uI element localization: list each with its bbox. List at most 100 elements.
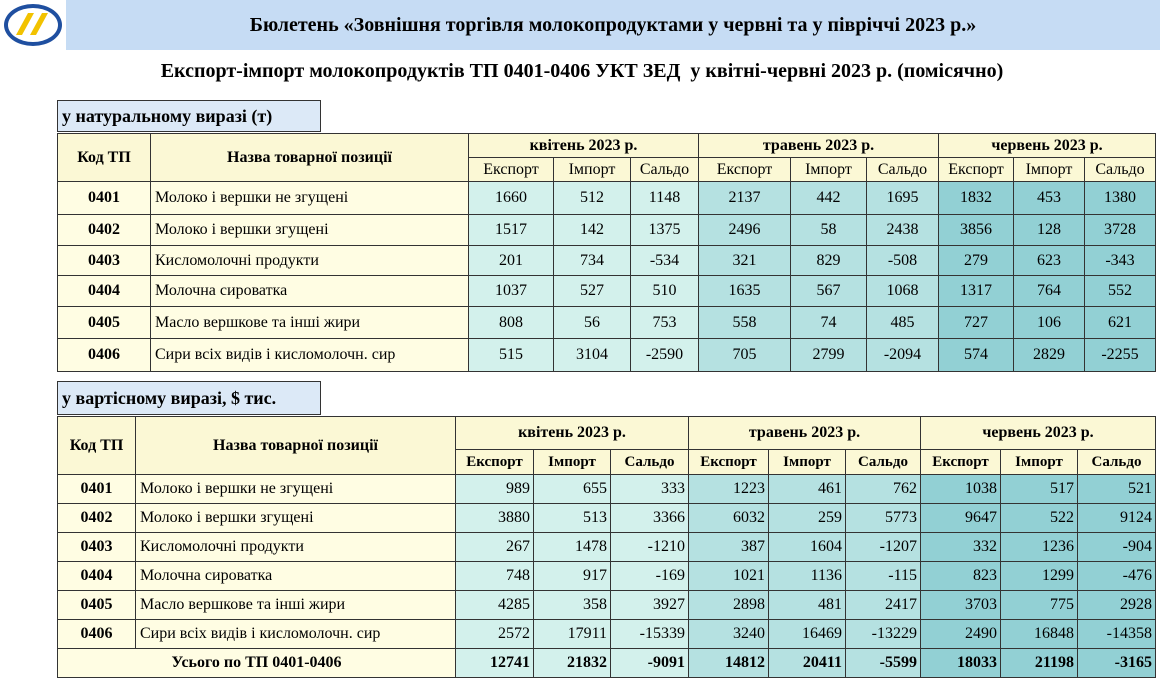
value-cell: 522 [1000, 503, 1078, 533]
total-label: Усього по ТП 0401-0406 [57, 648, 456, 678]
code-cell: 0405 [57, 590, 136, 620]
value-cell: 621 [1084, 306, 1156, 339]
value-cell: 558 [698, 306, 791, 339]
code-cell: 0403 [57, 245, 151, 276]
value-cell: 201 [468, 245, 554, 276]
total-cell: -5599 [845, 648, 921, 678]
value-cell: 279 [938, 245, 1014, 276]
name-cell: Молоко і вершки згущені [135, 503, 456, 533]
value-cell: 1038 [920, 474, 1001, 504]
value-cell: 1380 [1084, 181, 1156, 215]
subcolumn-header: Імпорт [533, 449, 611, 475]
value-cell: 1037 [468, 275, 554, 307]
value-cell: 1021 [688, 561, 769, 591]
value-cell: 142 [553, 214, 631, 246]
value-cell: 1148 [630, 181, 699, 215]
value-cell: -169 [610, 561, 689, 591]
value-cell: 762 [845, 474, 921, 504]
value-cell: 748 [455, 561, 534, 591]
name-cell: Молоко і вершки не згущені [150, 181, 469, 215]
value-cell: 705 [698, 338, 791, 372]
value-cell: 727 [938, 306, 1014, 339]
value-cell: 1375 [630, 214, 699, 246]
value-cell: 829 [790, 245, 867, 276]
value-cell: -14358 [1077, 619, 1156, 649]
subcolumn-header: Сальдо [866, 157, 939, 182]
subcolumn-header: Сальдо [845, 449, 921, 475]
value-cell: 58 [790, 214, 867, 246]
value-cell: 3880 [455, 503, 534, 533]
value-cell: 734 [553, 245, 631, 276]
month-header: червень 2023 р. [938, 133, 1156, 158]
value-cell: -343 [1084, 245, 1156, 276]
month-header: травень 2023 р. [688, 416, 921, 450]
value-cell: 1832 [938, 181, 1014, 215]
value-cell: 267 [455, 532, 534, 562]
name-cell: Сири всіх видів і кисломолочн. сир [150, 338, 469, 372]
value-cell: 9124 [1077, 503, 1156, 533]
value-cell: 358 [533, 590, 611, 620]
value-cell: 1660 [468, 181, 554, 215]
code-cell: 0403 [57, 532, 136, 562]
code-header: Код ТП [57, 416, 136, 475]
value-cell: 2572 [455, 619, 534, 649]
value-cell: 1236 [1000, 532, 1078, 562]
value-cell: -1210 [610, 532, 689, 562]
code-cell: 0404 [57, 561, 136, 591]
value-cell: 442 [790, 181, 867, 215]
name-cell: Масло вершкове та інші жири [135, 590, 456, 620]
name-cell: Сири всіх видів і кисломолочн. сир [135, 619, 456, 649]
subcolumn-header: Експорт [688, 449, 769, 475]
value-cell: -2590 [630, 338, 699, 372]
value-cell: -1207 [845, 532, 921, 562]
value-cell: 6032 [688, 503, 769, 533]
value-cell: 485 [866, 306, 939, 339]
value-cell: 128 [1013, 214, 1085, 246]
value-cell: 3104 [553, 338, 631, 372]
value-cell: 3366 [610, 503, 689, 533]
table-label: у натуральному виразі (т) [57, 100, 321, 132]
value-cell: -534 [630, 245, 699, 276]
value-cell: 1635 [698, 275, 791, 307]
title: Бюлетень «Зовнішня торгівля молокопродук… [249, 13, 977, 36]
value-cell: -476 [1077, 561, 1156, 591]
value-cell: 1299 [1000, 561, 1078, 591]
value-cell: -13229 [845, 619, 921, 649]
name-cell: Молочна сироватка [150, 275, 469, 307]
value-cell: 17911 [533, 619, 611, 649]
value-cell: 259 [768, 503, 846, 533]
total-cell: -3165 [1077, 648, 1156, 678]
value-cell: 3703 [920, 590, 1001, 620]
code-cell: 0404 [57, 275, 151, 307]
value-cell: -904 [1077, 532, 1156, 562]
subcolumn-header: Імпорт [768, 449, 846, 475]
month-header: травень 2023 р. [698, 133, 939, 158]
value-cell: 1604 [768, 532, 846, 562]
total-cell: 14812 [688, 648, 769, 678]
value-cell: 2137 [698, 181, 791, 215]
value-cell: 515 [468, 338, 554, 372]
code-cell: 0401 [57, 474, 136, 504]
name-cell: Молоко і вершки згущені [150, 214, 469, 246]
value-cell: 753 [630, 306, 699, 339]
value-cell: 453 [1013, 181, 1085, 215]
code-cell: 0406 [57, 619, 136, 649]
value-cell: 513 [533, 503, 611, 533]
title-bar: Бюлетень «Зовнішня торгівля молокопродук… [66, 0, 1160, 50]
value-cell: 1517 [468, 214, 554, 246]
value-cell: 3728 [1084, 214, 1156, 246]
name-header: Назва товарної позиції [150, 133, 469, 182]
value-cell: 106 [1013, 306, 1085, 339]
value-cell: -2255 [1084, 338, 1156, 372]
total-cell: 12741 [455, 648, 534, 678]
value-cell: 2829 [1013, 338, 1085, 372]
value-cell: 16469 [768, 619, 846, 649]
value-cell: 2417 [845, 590, 921, 620]
value-cell: 521 [1077, 474, 1156, 504]
total-cell: -9091 [610, 648, 689, 678]
value-cell: 510 [630, 275, 699, 307]
value-cell: 527 [553, 275, 631, 307]
name-cell: Масло вершкове та інші жири [150, 306, 469, 339]
value-cell: 512 [553, 181, 631, 215]
value-cell: 2438 [866, 214, 939, 246]
